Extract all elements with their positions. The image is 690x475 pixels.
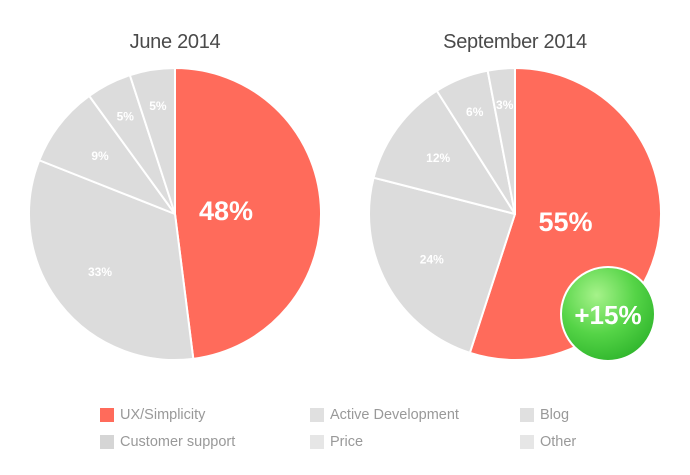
slice-label-customer-support: 24% [420,253,444,267]
slice-label-price: 6% [466,105,484,119]
slice-label-active-development: 9% [91,149,109,163]
pie-slice-blog [128,67,176,215]
slice-label-ux-simplicity: 48% [199,196,253,226]
chart-title-june: June 2014 [130,31,221,53]
badge-circle [560,266,656,362]
pie-slice-blog [486,67,516,215]
slice-label-active-development: 12% [426,151,450,165]
legend-item-price: Price [310,433,363,451]
legend-label: UX/Simplicity [120,407,206,423]
legend-label: Blog [540,407,570,423]
pie-chart-june-2014: June 2014 48% 33% 9% 5% 5% [28,31,323,361]
pie-slice-customer-support [368,176,516,354]
slice-label-customer-support: 33% [88,265,112,279]
pie-slice-active-development [38,94,176,215]
growth-badge: +15% [560,266,656,362]
slice-label-ux-simplicity: 55% [538,207,592,237]
slice-label-blog: 3% [496,98,514,112]
legend-swatch-active-development [310,408,324,422]
legend-label: Customer support [120,434,236,450]
legend-item-blog: Blog [520,406,569,424]
pie-slices-june [28,67,323,361]
legend-label: Active Development [330,407,459,423]
legend-item-other: Other [520,433,576,451]
legend-swatch-blog [520,408,534,422]
slice-label-price: 5% [117,109,135,123]
legend-label: Other [540,434,577,450]
legend-swatch-price [310,435,324,449]
slice-label-blog: 5% [149,99,167,113]
legend-item-active-development: Active Development [310,406,459,424]
pie-labels-june: 48% 33% 9% 5% 5% [88,99,253,279]
legend-item-customer-support: Customer support [100,433,235,451]
pie-slice-active-development [372,89,516,215]
legend-swatch-customer-support [100,435,114,449]
legend-swatch-ux-simplicity [100,408,114,422]
legend-label: Price [330,434,364,450]
legend-swatch-other [520,435,534,449]
pie-slice-customer-support [28,159,195,361]
pie-slice-ux-simplicity [174,67,323,360]
pie-labels-september: 55% 24% 12% 6% 3% [420,98,593,267]
chart-title-september: September 2014 [443,31,587,53]
badge-text: +15% [574,300,641,330]
charts-canvas: June 2014 48% 33% 9% 5% 5% September 2014 55… [28,31,662,362]
legend-item-ux-simplicity: UX/Simplicity [100,406,205,424]
